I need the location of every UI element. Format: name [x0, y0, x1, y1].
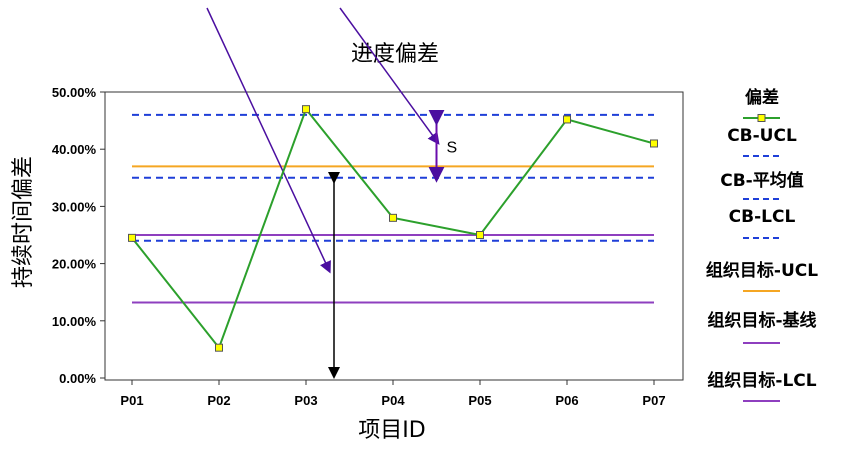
legend-label: 组织目标-LCL	[707, 370, 816, 391]
x-axis-title: 项目ID	[358, 418, 425, 443]
x-tick-label: P06	[555, 393, 578, 408]
chart-title: 进度偏差	[351, 42, 439, 67]
y-tick-label: 30.00%	[52, 199, 97, 214]
y-tick-label: 10.00%	[52, 314, 97, 329]
x-tick-label: P03	[294, 393, 317, 408]
legend-label: CB-平均值	[720, 170, 804, 191]
annotation-arrow	[339, 7, 440, 145]
reference-lines	[132, 113, 654, 304]
y-axis-title: 持续时间偏差	[11, 156, 36, 288]
y-tick-label: 0.00%	[59, 371, 96, 386]
x-tick-label: P01	[120, 393, 143, 408]
data-point	[389, 213, 397, 222]
annotation-s: S	[428, 109, 458, 183]
legend-label: CB-LCL	[729, 207, 796, 227]
x-axis-ticks: P01 P02 P03 P04 P05 P06 P07	[120, 380, 666, 408]
legend-label: 组织目标-基线	[707, 310, 816, 331]
data-point	[302, 105, 310, 114]
x-tick-label: P02	[207, 393, 230, 408]
data-point	[128, 233, 136, 242]
data-point	[650, 139, 658, 148]
legend-label: CB-UCL	[727, 126, 797, 146]
data-point	[215, 343, 223, 352]
legend-marker	[757, 114, 766, 122]
legend: 偏差 CB-UCL CB-平均值 CB-LCL 组织目标-UCL 组织目标-基线组织目标-…	[706, 87, 818, 402]
y-tick-label: 20.00%	[52, 257, 97, 272]
y-tick-label: 40.00%	[52, 142, 97, 157]
legend-label: 组织目标-UCL	[706, 260, 818, 281]
variance-series	[128, 105, 658, 352]
x-tick-label: P07	[642, 393, 665, 408]
x-tick-label: P04	[381, 393, 405, 408]
annotation-arrow	[206, 7, 331, 274]
data-point	[563, 115, 571, 124]
data-point	[476, 231, 484, 239]
series-line	[131, 107, 655, 350]
x-tick-label: P05	[468, 393, 491, 408]
y-tick-label: 50.00%	[52, 85, 97, 100]
annotation-s-label: S	[447, 139, 458, 156]
y-axis-ticks: 0.00% 10.00% 20.00% 30.00% 40.00% 50.00%	[52, 85, 105, 386]
plot-area	[104, 91, 684, 381]
legend-label: 偏差	[745, 87, 779, 108]
